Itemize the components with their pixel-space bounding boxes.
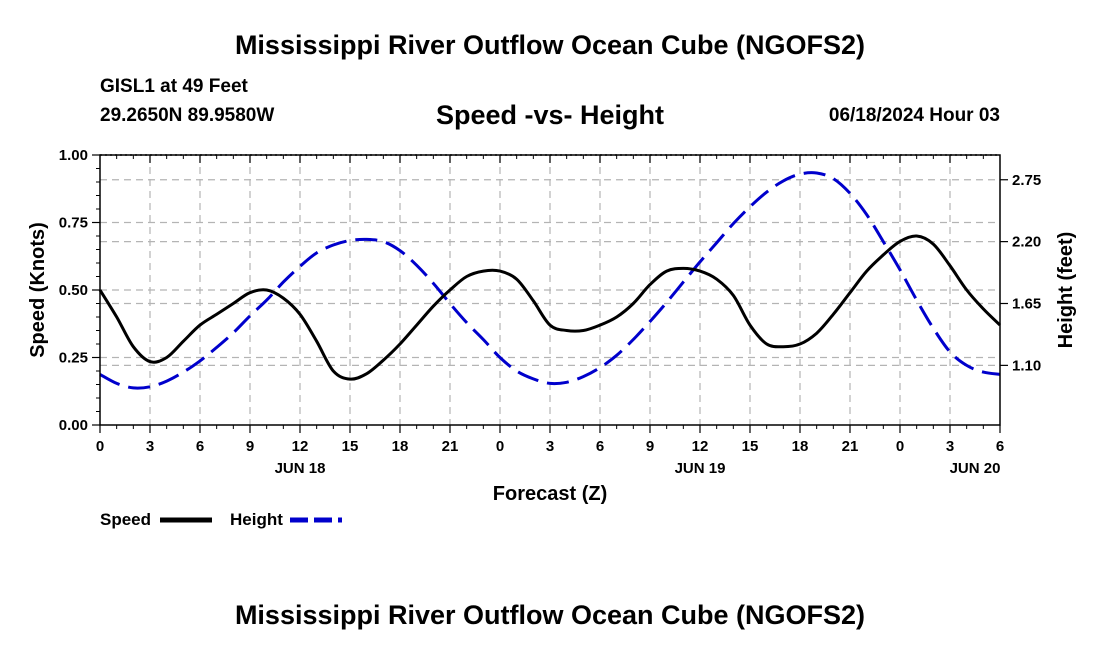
series-line-height <box>99 171 1001 390</box>
date-label: JUN 18 <box>275 460 326 477</box>
y-tick-label: 0.00 <box>59 417 88 434</box>
x-tick-label: 9 <box>246 438 254 455</box>
legend-label-speed: Speed <box>100 510 151 529</box>
footer-title: Mississippi River Outflow Ocean Cube (NG… <box>234 600 866 630</box>
y-axis-title: Speed (Knots) <box>27 222 49 358</box>
x-tick-label: 0 <box>496 438 504 455</box>
x-tick-label: 21 <box>442 438 459 455</box>
y-tick-label: 1.00 <box>59 147 88 164</box>
y2-tick-label: 2.75 <box>1012 172 1041 189</box>
x-tick-label: 18 <box>792 438 809 455</box>
x-tick-label: 6 <box>596 438 604 455</box>
x-tick-label: 12 <box>292 438 309 455</box>
date-label: JUN 20 <box>950 460 1001 477</box>
x-tick-label: 3 <box>546 438 554 455</box>
x-tick-label: 0 <box>896 438 904 455</box>
x-tick-label: 12 <box>692 438 709 455</box>
x-tick-label: 6 <box>996 438 1004 455</box>
y2-tick-label: 1.10 <box>1012 357 1041 374</box>
series-line-speed <box>98 234 1002 381</box>
x-tick-label: 15 <box>742 438 759 455</box>
chart-subtitle: Speed -vs- Height <box>435 100 665 130</box>
x-tick-label: 6 <box>196 438 204 455</box>
date-label: JUN 19 <box>675 460 726 477</box>
x-tick-label: 21 <box>842 438 859 455</box>
x-tick-label: 9 <box>646 438 654 455</box>
y2-axis-title: Height (feet) <box>1055 232 1077 349</box>
x-tick-label: 15 <box>342 438 359 455</box>
y-tick-label: 0.25 <box>59 350 88 367</box>
y-tick-label: 0.50 <box>59 282 88 299</box>
y2-tick-label: 2.20 <box>1012 234 1041 251</box>
series-layer <box>98 171 1002 390</box>
y2-tick-label: 1.65 <box>1012 296 1041 313</box>
axis-ticks <box>92 154 1008 433</box>
forecast-datestamp: 06/18/2024 Hour 03 <box>828 105 1000 126</box>
station-coordinates: 29.2650N 89.9580W <box>100 105 275 126</box>
x-tick-label: 3 <box>146 438 154 455</box>
y-tick-label: 0.75 <box>59 215 88 232</box>
main-title: Mississippi River Outflow Ocean Cube (NG… <box>234 30 866 60</box>
legend: Speed Height <box>100 510 342 529</box>
axis-labels: Forecast (Z) Speed (Knots) Height (feet)… <box>27 147 1077 505</box>
x-tick-label: 18 <box>392 438 409 455</box>
x-tick-label: 3 <box>946 438 954 455</box>
station-label: GISL1 at 49 Feet <box>100 76 248 97</box>
legend-label-height: Height <box>230 510 283 529</box>
x-axis-title: Forecast (Z) <box>493 483 607 505</box>
x-tick-label: 0 <box>96 438 104 455</box>
grid-lines <box>100 154 1000 425</box>
